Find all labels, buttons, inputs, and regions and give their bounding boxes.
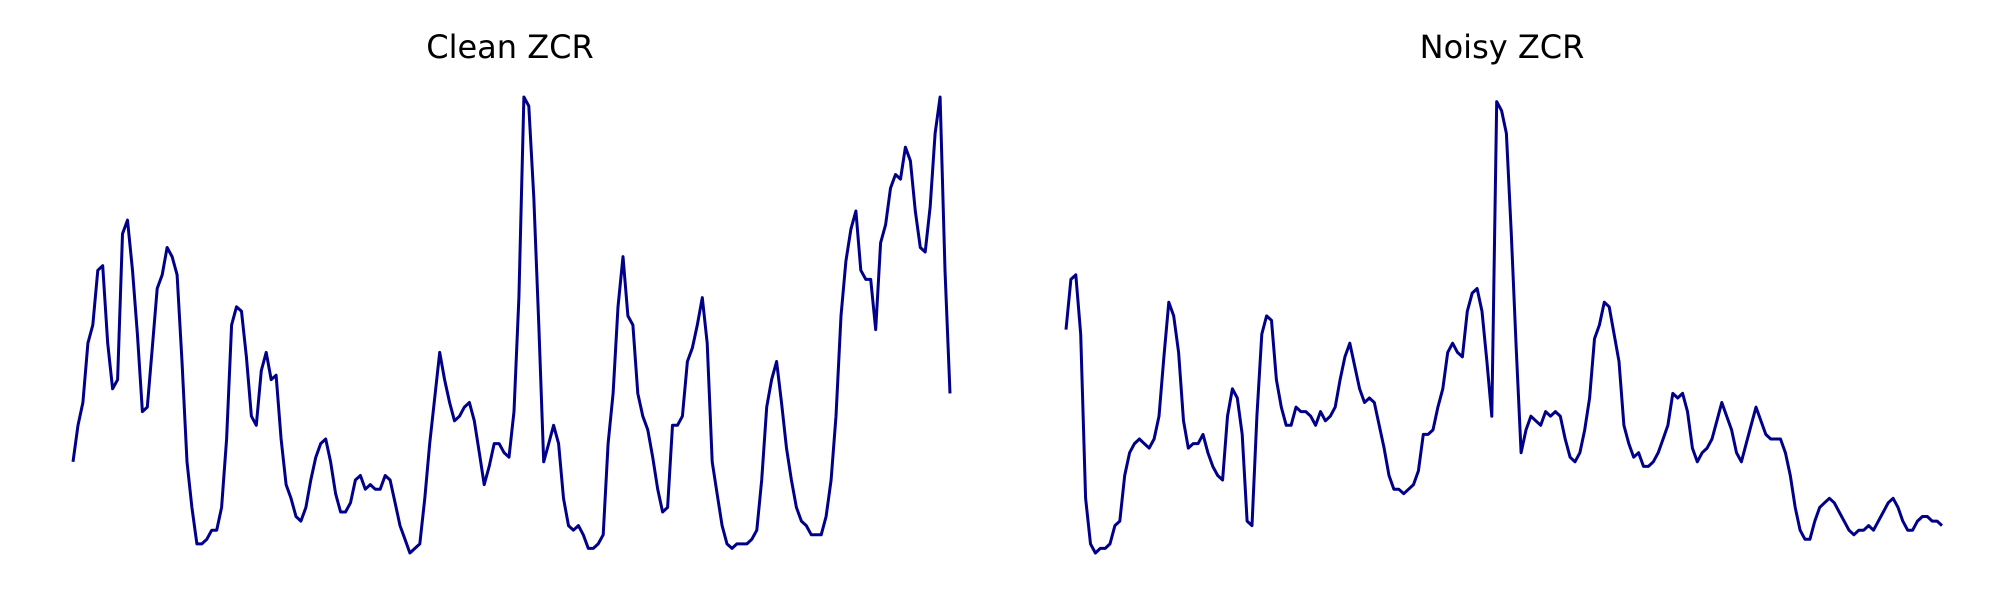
clean-zcr-series-line xyxy=(71,95,952,555)
noisy-zcr-title: Noisy ZCR xyxy=(1420,28,1585,66)
noisy-zcr-series-line xyxy=(1064,100,1944,555)
clean-zcr-panel: Clean ZCR xyxy=(71,28,952,555)
clean-zcr-title: Clean ZCR xyxy=(426,28,593,66)
noisy-zcr-panel: Noisy ZCR xyxy=(1064,28,1944,555)
